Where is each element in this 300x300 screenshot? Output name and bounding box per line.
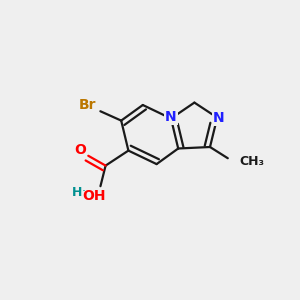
Text: O: O (74, 143, 86, 157)
Text: N: N (213, 111, 224, 125)
Text: ·: · (82, 185, 86, 199)
Text: OH: OH (82, 189, 106, 202)
Text: N: N (165, 110, 177, 124)
Text: CH₃: CH₃ (239, 155, 264, 168)
Text: H: H (72, 185, 82, 199)
Text: Br: Br (79, 98, 97, 112)
